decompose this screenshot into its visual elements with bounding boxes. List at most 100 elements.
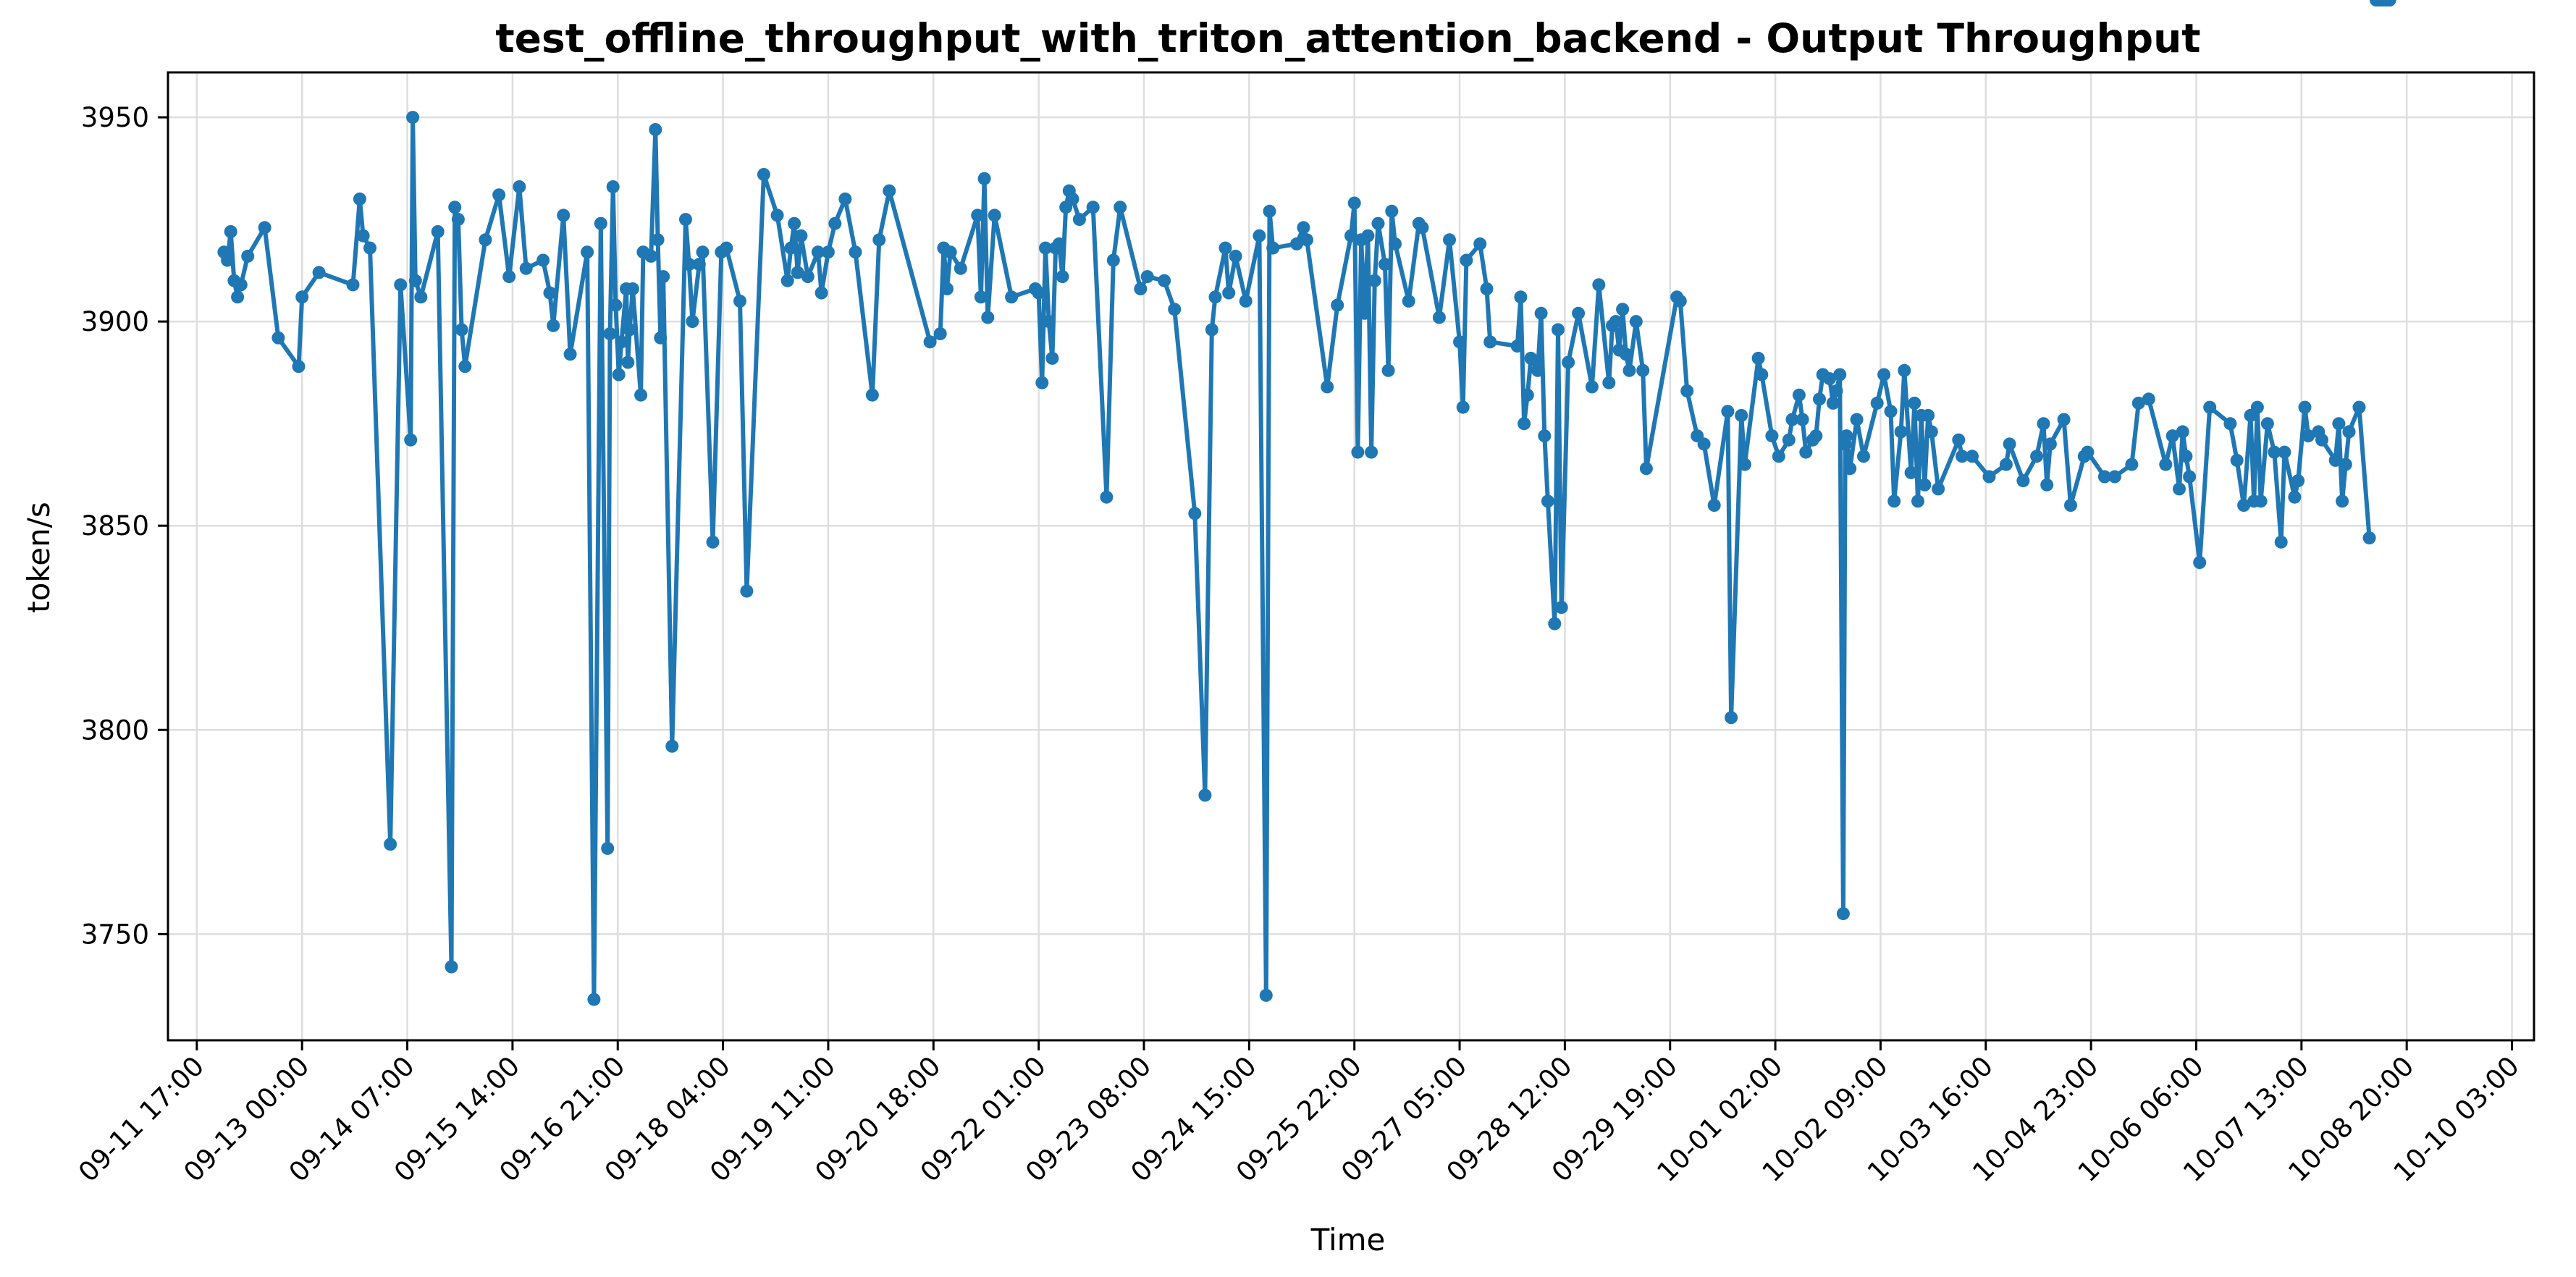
data-point — [519, 261, 533, 275]
data-point — [1809, 429, 1823, 443]
data-point — [757, 168, 770, 181]
data-point — [1799, 445, 1813, 459]
data-point — [1389, 237, 1402, 250]
data-point — [1823, 372, 1837, 386]
data-point — [2037, 417, 2050, 431]
data-point — [406, 111, 420, 125]
data-point — [594, 216, 607, 230]
data-point — [2336, 494, 2349, 508]
data-point — [1066, 192, 1079, 206]
data-point — [1134, 282, 1148, 295]
data-point — [408, 274, 422, 287]
data-point — [1229, 249, 1242, 263]
data-point — [458, 360, 472, 374]
data-point — [1218, 241, 1232, 255]
data-point — [451, 213, 465, 227]
data-point — [1351, 445, 1365, 459]
data-point — [479, 233, 492, 247]
data-point — [1735, 408, 1748, 422]
data-point — [1765, 429, 1779, 443]
data-point — [1460, 253, 1473, 267]
data-point — [601, 841, 615, 855]
data-point — [1358, 306, 1371, 320]
data-point — [1541, 494, 1554, 508]
data-point — [1796, 413, 1809, 426]
data-point — [1483, 335, 1497, 349]
data-point — [1106, 253, 1120, 267]
data-point — [2030, 450, 2044, 463]
data-point — [1725, 711, 1738, 725]
data-point — [292, 360, 306, 374]
data-point — [1922, 408, 1935, 422]
data-point — [1836, 907, 1850, 921]
data-point — [1887, 494, 1901, 508]
y-tick-label: 3800 — [81, 715, 149, 746]
data-point — [1877, 368, 1891, 382]
data-point — [448, 201, 462, 214]
data-point — [1982, 470, 1996, 484]
data-point — [1347, 196, 1361, 210]
data-point — [536, 253, 550, 267]
data-point — [1772, 450, 1785, 463]
y-axis-label: token/s — [21, 502, 56, 612]
data-point — [363, 241, 376, 255]
data-point — [815, 286, 828, 300]
data-point — [1520, 388, 1534, 402]
data-point — [2125, 458, 2139, 471]
data-point — [1514, 290, 1528, 304]
data-point — [1904, 465, 1918, 479]
data-point — [621, 355, 635, 369]
data-point — [1548, 617, 1562, 631]
data-point — [1952, 433, 1966, 447]
data-point — [682, 258, 696, 271]
data-point — [1833, 368, 1847, 382]
data-point — [1331, 298, 1344, 312]
data-point — [665, 739, 679, 753]
data-point — [1205, 323, 1218, 337]
data-point — [609, 298, 623, 312]
data-point — [686, 315, 699, 329]
data-point — [581, 245, 594, 259]
data-point — [563, 347, 577, 361]
data-point — [1266, 241, 1280, 255]
data-point — [2298, 400, 2312, 414]
data-point — [547, 319, 560, 332]
data-point — [811, 245, 825, 259]
data-point — [455, 323, 468, 337]
data-point — [1680, 384, 1694, 397]
data-point — [615, 335, 628, 349]
data-point — [794, 229, 808, 243]
data-point — [1045, 351, 1059, 365]
data-point — [543, 286, 557, 300]
data-point — [2302, 429, 2315, 443]
data-point — [414, 290, 428, 304]
data-point — [1721, 405, 1735, 418]
data-point — [2131, 396, 2145, 410]
data-point — [445, 960, 458, 974]
data-point — [394, 278, 408, 292]
data-point — [1785, 413, 1799, 426]
data-point — [2003, 437, 2016, 451]
data-point — [679, 213, 692, 227]
data-point — [1114, 201, 1127, 214]
y-tick-label: 3750 — [81, 919, 149, 950]
data-point — [353, 192, 366, 206]
data-point — [1365, 445, 1379, 459]
data-point — [780, 274, 794, 287]
data-point — [2203, 400, 2217, 414]
data-point — [1510, 340, 1524, 353]
data-point — [1453, 335, 1466, 349]
data-point — [634, 388, 648, 402]
data-point — [1999, 458, 2013, 471]
data-point — [234, 278, 248, 292]
data-point — [623, 323, 636, 337]
data-point — [1297, 221, 1310, 235]
data-point — [404, 433, 418, 447]
y-tick-label: 3850 — [81, 510, 149, 541]
data-point — [801, 270, 815, 284]
data-point — [1870, 396, 1884, 410]
data-point — [1857, 450, 1870, 463]
data-point — [1402, 294, 1415, 308]
data-point — [231, 290, 245, 304]
data-point — [626, 282, 639, 295]
